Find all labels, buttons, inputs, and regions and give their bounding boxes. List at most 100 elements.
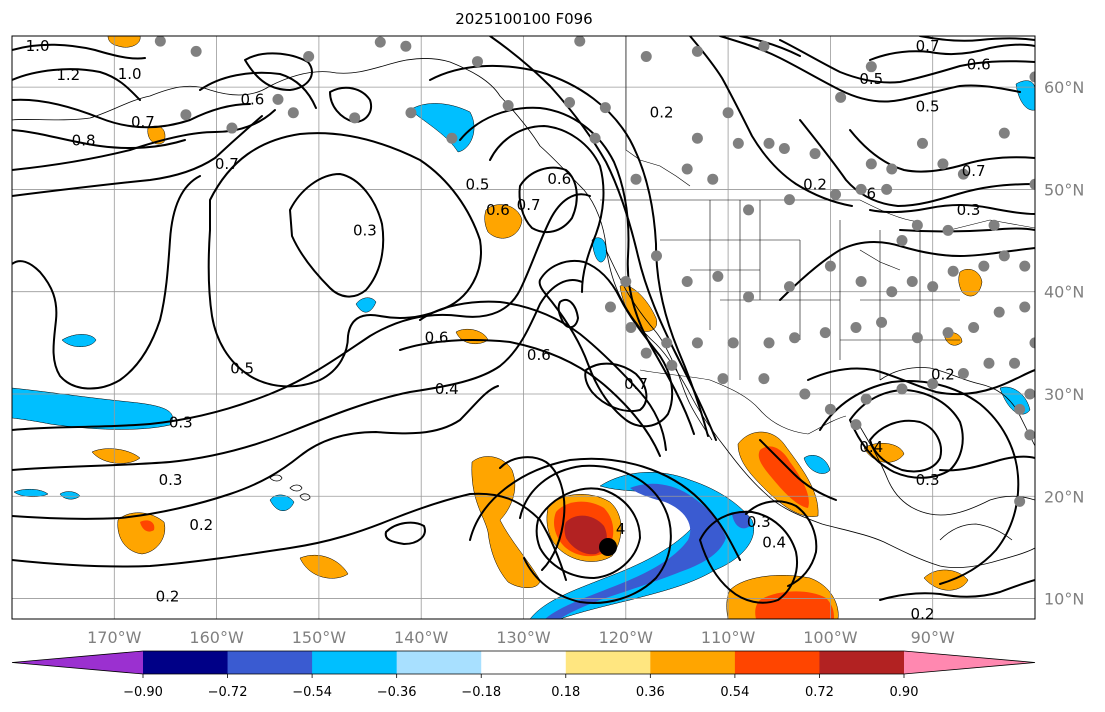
station-marker bbox=[783, 194, 795, 206]
colorbar-segment bbox=[227, 651, 313, 674]
colorbar-segment bbox=[143, 651, 229, 674]
station-marker bbox=[988, 219, 1000, 231]
station-marker bbox=[835, 91, 847, 103]
station-marker bbox=[1029, 178, 1035, 190]
longitude-label: 140°W bbox=[394, 628, 449, 647]
station-marker bbox=[998, 250, 1010, 262]
station-marker bbox=[983, 357, 995, 369]
positive-anomaly-region bbox=[564, 515, 607, 555]
station-marker bbox=[1040, 230, 1051, 241]
contour-label: 0.3 bbox=[747, 513, 771, 531]
map-frame bbox=[11, 35, 1036, 620]
contour-label: 0.5 bbox=[230, 359, 254, 377]
contour-lines bbox=[12, 36, 1035, 604]
station-marker bbox=[154, 36, 166, 47]
colorbar: −0.90 −0.72 −0.54 −0.36 −0.18 0.18 0.36 0.54 0.7… bbox=[11, 650, 1036, 700]
colorbar-segment bbox=[904, 651, 1035, 674]
latitude-label: 60°N bbox=[1044, 78, 1084, 97]
negative-anomaly-region bbox=[12, 387, 173, 430]
colorbar-tick-label: −0.36 bbox=[377, 685, 417, 700]
longitude-label: 170°W bbox=[87, 628, 142, 647]
positive-anomaly-region bbox=[958, 269, 983, 297]
station-marker bbox=[911, 332, 923, 344]
contour-label: 0.2 bbox=[911, 605, 935, 623]
contour-label: 0.3 bbox=[353, 221, 377, 239]
station-marker bbox=[620, 275, 632, 287]
contour-label: 0.2 bbox=[156, 587, 180, 605]
station-marker bbox=[927, 281, 939, 293]
contour-label: 1.0 bbox=[118, 65, 142, 83]
station-marker bbox=[502, 100, 514, 112]
colorbar-tick-label: −0.18 bbox=[461, 685, 501, 700]
colorbar-tick-label: 0.72 bbox=[805, 685, 834, 700]
contour-label: 1.2 bbox=[56, 66, 80, 84]
contour-label: 4 bbox=[616, 520, 626, 538]
station-marker bbox=[564, 96, 576, 108]
station-marker bbox=[778, 143, 790, 155]
colorbar-segment bbox=[312, 651, 398, 674]
station-marker bbox=[650, 250, 662, 262]
contour-label: 0.3 bbox=[957, 201, 981, 219]
station-marker bbox=[763, 137, 775, 149]
contour-label: 0.5 bbox=[916, 98, 940, 116]
longitude-label: 100°W bbox=[803, 628, 858, 647]
station-marker bbox=[743, 204, 755, 216]
colorbar-tick-label: 0.90 bbox=[890, 685, 919, 700]
station-marker bbox=[824, 403, 836, 415]
positive-anomaly-region bbox=[758, 446, 809, 508]
colorbar-segment bbox=[481, 651, 567, 674]
station-marker bbox=[691, 45, 703, 57]
contour-label: 0.6 bbox=[527, 346, 551, 364]
station-marker bbox=[886, 163, 898, 175]
contour-labels: 1.0 1.2 1.0 0.7 0.8 0.7 0.6 0.3 0.5 0.6 0.7 0.6 0.2 0… bbox=[26, 37, 991, 623]
station-marker bbox=[916, 137, 928, 149]
station-marker bbox=[1060, 163, 1071, 174]
contour-label: 0.5 bbox=[466, 175, 490, 193]
station-marker bbox=[180, 109, 192, 121]
station-marker bbox=[349, 112, 361, 124]
station-marker bbox=[824, 260, 836, 272]
longitude-label: 120°W bbox=[599, 628, 654, 647]
contour-label: 0.7 bbox=[624, 375, 648, 393]
station-marker bbox=[896, 235, 908, 247]
station-marker bbox=[896, 383, 908, 395]
latitude-label: 20°N bbox=[1044, 487, 1084, 506]
station-marker bbox=[599, 102, 611, 114]
station-marker bbox=[1014, 403, 1026, 415]
longitude-label: 110°W bbox=[701, 628, 756, 647]
colorbar-segment bbox=[565, 651, 651, 674]
station-marker bbox=[998, 127, 1010, 139]
station-marker bbox=[789, 332, 801, 344]
negative-anomaly-region bbox=[355, 297, 377, 313]
latitude-label: 30°N bbox=[1044, 385, 1084, 404]
station-marker bbox=[630, 173, 642, 185]
colorbar-tick-label: 0.18 bbox=[551, 685, 580, 700]
positive-anomaly-region bbox=[91, 448, 141, 464]
station-marker bbox=[574, 36, 586, 47]
station-marker bbox=[881, 183, 893, 195]
station-marker bbox=[1029, 337, 1035, 349]
station-marker bbox=[865, 158, 877, 170]
negative-anomaly-region bbox=[61, 334, 97, 347]
contour-label: 0.6 bbox=[240, 90, 264, 108]
colorbar-tick-label: 0.36 bbox=[636, 685, 665, 700]
contour-label: 0.3 bbox=[916, 471, 940, 489]
longitude-label: 150°W bbox=[292, 628, 347, 647]
station-marker bbox=[374, 36, 386, 48]
longitude-labels: 170°W 160°W 150°W 140°W 130°W 120°W 110°W 100°W… bbox=[87, 628, 955, 647]
station-marker bbox=[1009, 357, 1021, 369]
station-marker bbox=[666, 359, 678, 371]
station-marker bbox=[957, 168, 969, 180]
contour-label: 0.6 bbox=[425, 329, 449, 347]
contour-label: 1.0 bbox=[26, 37, 50, 55]
negative-anomaly-region bbox=[269, 494, 295, 511]
station-marker bbox=[743, 291, 755, 303]
contour-label: 0.2 bbox=[650, 104, 674, 122]
station-marker bbox=[717, 373, 729, 385]
station-marker bbox=[758, 40, 770, 52]
colorbar-tick-label: −0.54 bbox=[292, 685, 332, 700]
positive-anomaly-region bbox=[140, 520, 155, 532]
longitude-label: 90°W bbox=[911, 628, 955, 647]
colorbar-segment bbox=[12, 651, 143, 674]
